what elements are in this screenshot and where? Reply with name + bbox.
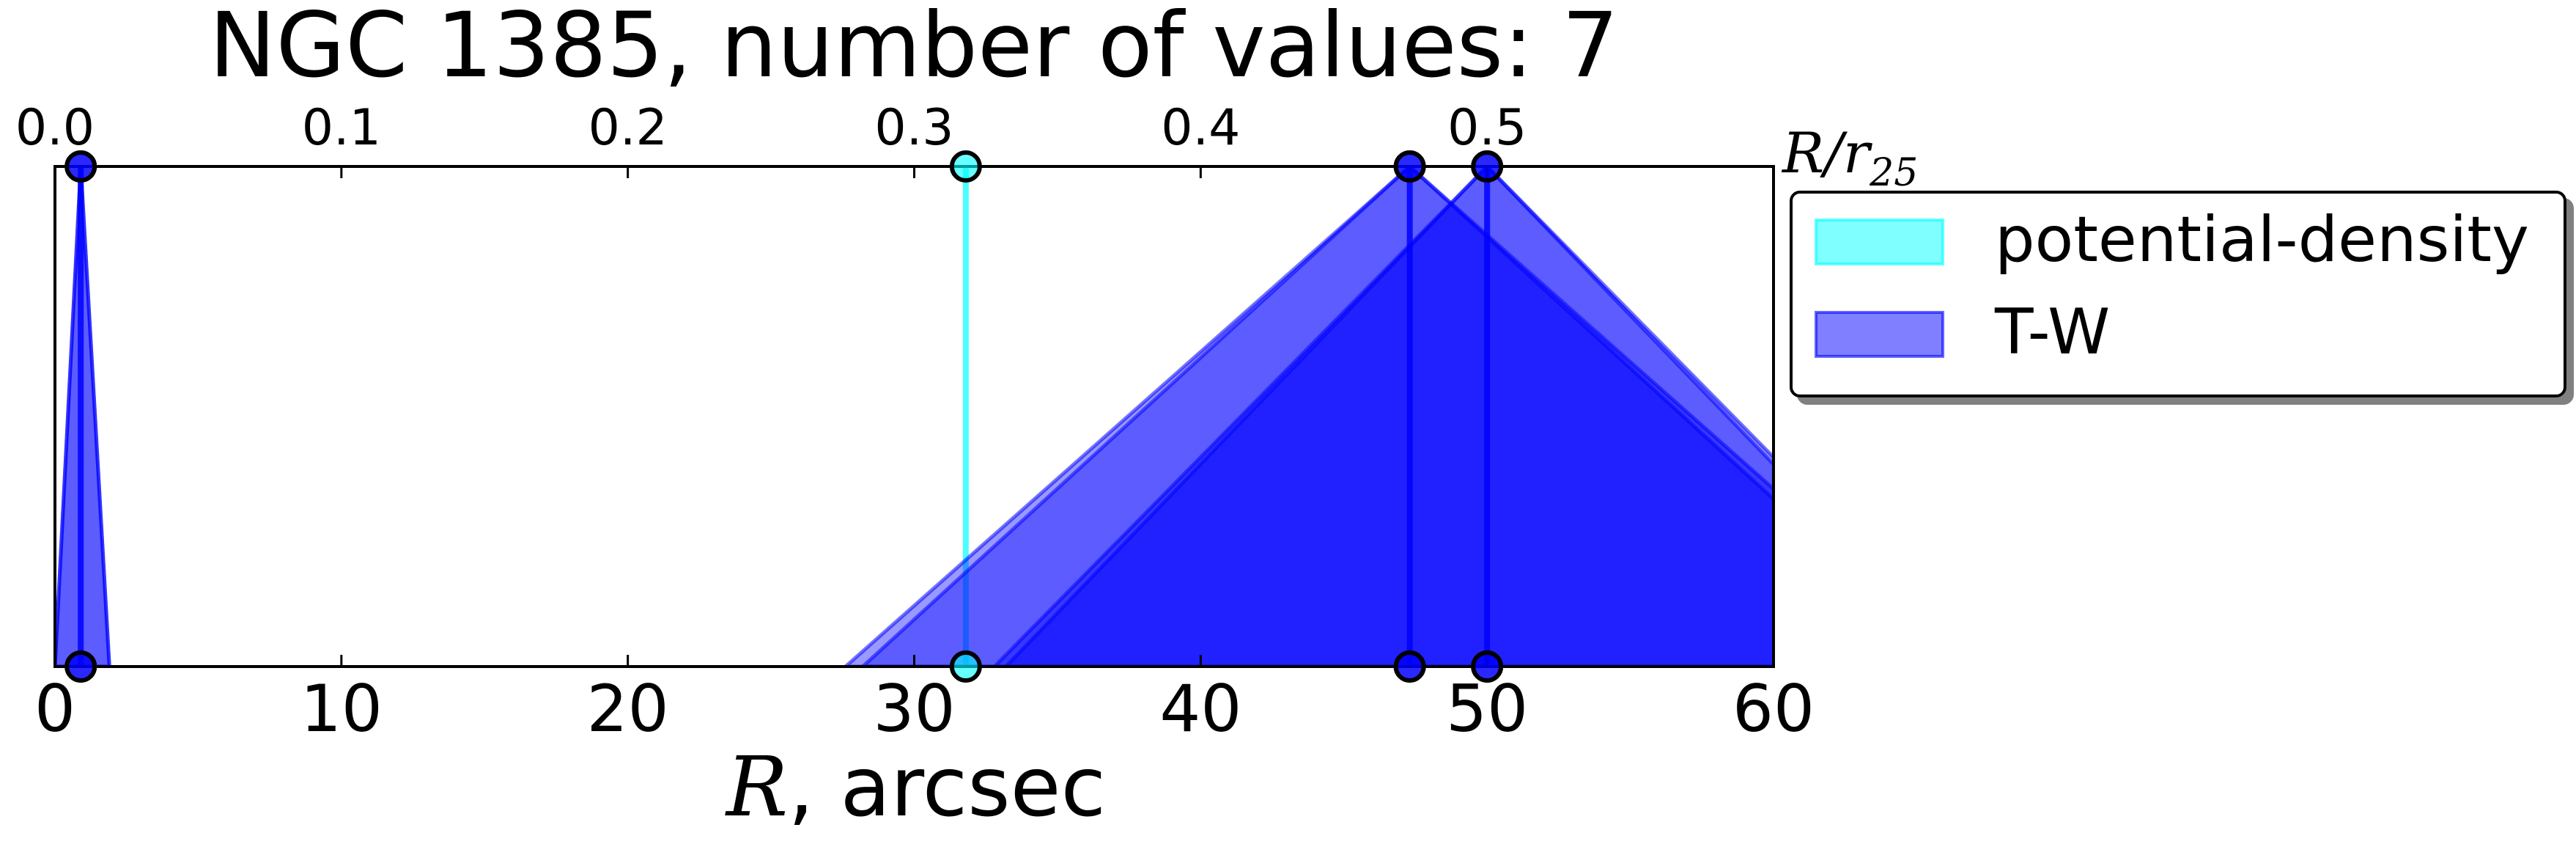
marker-t-w-1-bottom [64, 650, 97, 683]
legend-box [1790, 191, 2566, 397]
legend-swatch-t-w [1815, 311, 1944, 358]
region-t-w-3 [860, 166, 1774, 667]
x-axis-label: R, arcsec [725, 740, 1106, 835]
top-axis-label: R/r25 [1781, 120, 1918, 195]
legend: potential-density T-W [1790, 191, 2566, 397]
marker-t-w-1-top [64, 150, 97, 183]
marker-t-w-3-top [1393, 150, 1426, 183]
top-axis-label-subscript: 25 [1869, 151, 1918, 195]
legend-swatch-potential-density [1815, 219, 1944, 265]
marker-t-w-5-top [1471, 150, 1504, 183]
chart-title: NGC 1385, number of values: 7 [209, 0, 1618, 98]
legend-label-potential-density: potential-density [1995, 203, 2529, 276]
marker-potential-density-0-bottom [949, 650, 982, 683]
x-axis-label-unit: , arcsec [788, 740, 1106, 835]
markers-layer [64, 150, 1504, 683]
top-tick-label-1: 0.1 [302, 99, 381, 157]
top-tick-label-2: 0.2 [588, 99, 668, 157]
marker-potential-density-0-top [949, 150, 982, 183]
top-axis-label-variable: R/r [1781, 120, 1873, 186]
x-tick-label-20: 20 [587, 671, 669, 746]
x-axis-top: 0.0 0.1 0.2 0.3 0.4 0.5 [15, 99, 1527, 178]
x-tick-label-0: 0 [34, 671, 75, 746]
x-tick-label-50: 50 [1446, 671, 1528, 746]
x-tick-label-30: 30 [874, 671, 956, 746]
legend-label-t-w: T-W [1994, 296, 2110, 369]
region-t-w-5 [1003, 166, 1774, 667]
top-tick-label-0: 0.0 [15, 99, 95, 157]
x-tick-label-60: 60 [1732, 671, 1815, 746]
region-t-w-4 [992, 166, 1774, 667]
top-tick-label-5: 0.5 [1447, 99, 1527, 157]
top-tick-label-4: 0.4 [1161, 99, 1240, 157]
region-t-w-2 [842, 166, 1774, 667]
marker-t-w-3-bottom [1393, 650, 1426, 683]
x-axis-label-variable: R [725, 740, 788, 835]
marker-t-w-5-bottom [1471, 650, 1504, 683]
top-tick-label-3: 0.3 [874, 99, 953, 157]
x-tick-label-10: 10 [300, 671, 383, 746]
x-tick-label-40: 40 [1159, 671, 1241, 746]
series-layer [55, 166, 1774, 667]
x-axis-bottom: 0 10 20 30 40 50 60 [34, 655, 1815, 746]
